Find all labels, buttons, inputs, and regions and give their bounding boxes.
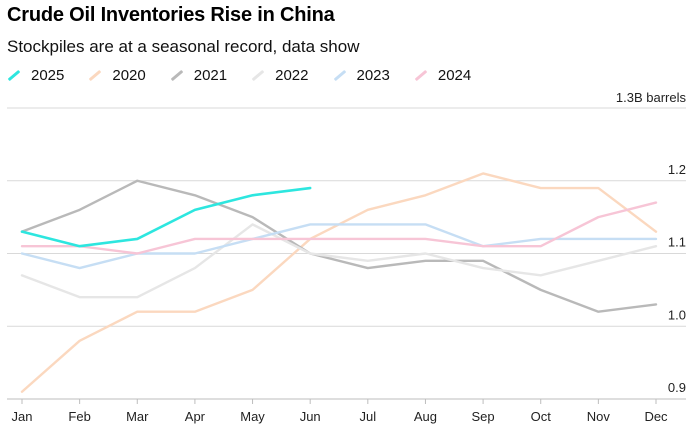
x-tick-label: Mar xyxy=(126,409,149,424)
x-tick-label: Jun xyxy=(300,409,321,424)
x-tick-label: Dec xyxy=(644,409,668,424)
x-tick-label: Sep xyxy=(472,409,495,424)
x-tick-label: Feb xyxy=(68,409,90,424)
legend-label: 2021 xyxy=(193,66,228,84)
legend-label: 2023 xyxy=(356,66,390,84)
legend-item-2025: 2025 xyxy=(7,67,64,84)
x-tick-label: Jan xyxy=(12,409,33,424)
legend-item-2024: 2024 xyxy=(414,67,471,84)
y-tick-label: 1.1 xyxy=(668,235,686,250)
chart-legend: 2025 2020 2021 2022 2023 2024 xyxy=(7,64,495,86)
legend-label: 2020 xyxy=(112,66,146,84)
series-line-2025 xyxy=(20,186,312,248)
chart-subtitle: Stockpiles are at a seasonal record, dat… xyxy=(7,37,360,56)
y-tick-label: 1.2 xyxy=(668,162,686,177)
x-tick-label: Aug xyxy=(414,409,437,424)
chart-title: Crude Oil Inventories Rise in China xyxy=(7,4,335,26)
unit-label: 1.3B barrels xyxy=(616,90,687,105)
series-line-2021 xyxy=(20,179,658,313)
legend-label: 2024 xyxy=(437,66,472,84)
series-line-2022 xyxy=(20,223,658,299)
legend-item-2020: 2020 xyxy=(88,66,146,84)
legend-item-2023: 2023 xyxy=(333,67,390,84)
x-tick-label: Nov xyxy=(587,409,611,424)
x-tick-label: Apr xyxy=(185,409,206,424)
y-tick-label: 1.0 xyxy=(668,307,686,322)
legend-item-2021: 2021 xyxy=(170,67,227,84)
x-tick-label: Oct xyxy=(531,409,552,424)
y-tick-label: 0.9 xyxy=(668,380,686,395)
x-tick-label: Jul xyxy=(360,409,377,424)
legend-item-2022: 2022 xyxy=(251,66,309,84)
legend-label: 2025 xyxy=(31,66,65,84)
series-line-2023 xyxy=(20,223,658,270)
series-line-2020 xyxy=(20,172,658,393)
series-line-2024 xyxy=(20,201,658,255)
legend-label: 2022 xyxy=(275,66,309,84)
x-tick-label: May xyxy=(240,409,265,424)
